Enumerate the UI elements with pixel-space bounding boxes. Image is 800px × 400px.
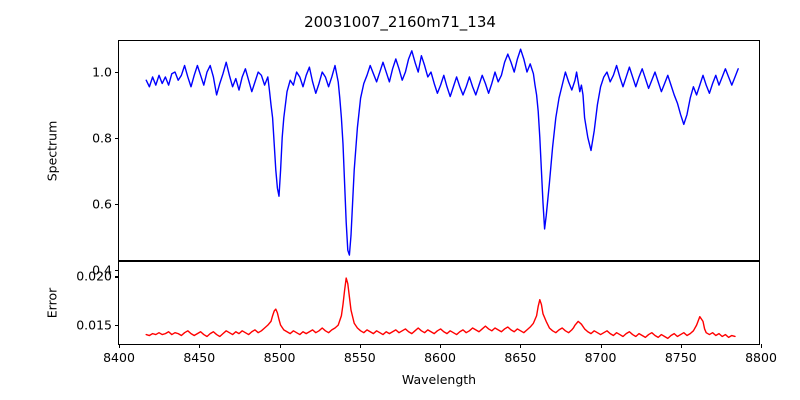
spectrum-y-tick-mark (115, 204, 119, 206)
spectrum-y-tick-mark (115, 72, 119, 74)
x-tick-label: 8600 (424, 350, 456, 365)
error-y-tick-label: 0.020 (76, 268, 112, 284)
x-tick-label: 8500 (263, 350, 296, 365)
error-line (146, 278, 735, 338)
x-tick-label: 8750 (664, 350, 697, 365)
x-tick-label: 8450 (183, 350, 216, 365)
x-tick-label: 8400 (103, 350, 135, 365)
x-axis-label: Wavelength (401, 372, 477, 387)
x-tick-label: 8800 (745, 350, 777, 365)
error-plot-area (119, 262, 759, 344)
error-y-tick-mark (115, 324, 119, 326)
x-tick-mark (520, 344, 522, 348)
figure-title: 20031007_2160m71_134 (304, 13, 496, 31)
error-y-tick-label: 0.015 (76, 317, 112, 333)
x-tick-mark (440, 344, 442, 348)
spectrum-y-tick-label: 1.0 (92, 64, 112, 80)
x-tick-mark (279, 344, 281, 348)
x-tick-label: 8550 (343, 350, 376, 365)
x-tick-mark (600, 344, 602, 348)
spectrum-y-tick-label: 0.6 (92, 196, 112, 212)
x-tick-label: 8650 (504, 350, 537, 365)
x-tick-mark (199, 344, 201, 348)
spectrum-axes: 0.4 0.6 0.8 1.0 (92, 40, 760, 278)
spectrum-y-tick-label: 0.8 (92, 130, 112, 146)
x-tick-label: 8700 (584, 350, 617, 365)
spectrum-y-axis-label: Spectrum (44, 120, 60, 181)
spectrum-y-tick-mark (115, 270, 119, 272)
spectrum-y-tick-mark (115, 138, 119, 140)
error-y-tick-mark (115, 276, 119, 278)
x-tick-mark (119, 344, 121, 348)
error-y-axis-label: Error (44, 287, 60, 319)
x-tick-mark (359, 344, 361, 348)
x-tick-mark (761, 344, 763, 348)
spectrum-plot-area (119, 41, 759, 260)
x-tick-mark (680, 344, 682, 348)
error-axes: 0.015 0.020 8400 8450 8500 8550 8600 8650 8700 8… (76, 261, 777, 365)
spectrum-line (146, 49, 738, 255)
spectrum-y-tick-label: 0.4 (92, 262, 112, 278)
